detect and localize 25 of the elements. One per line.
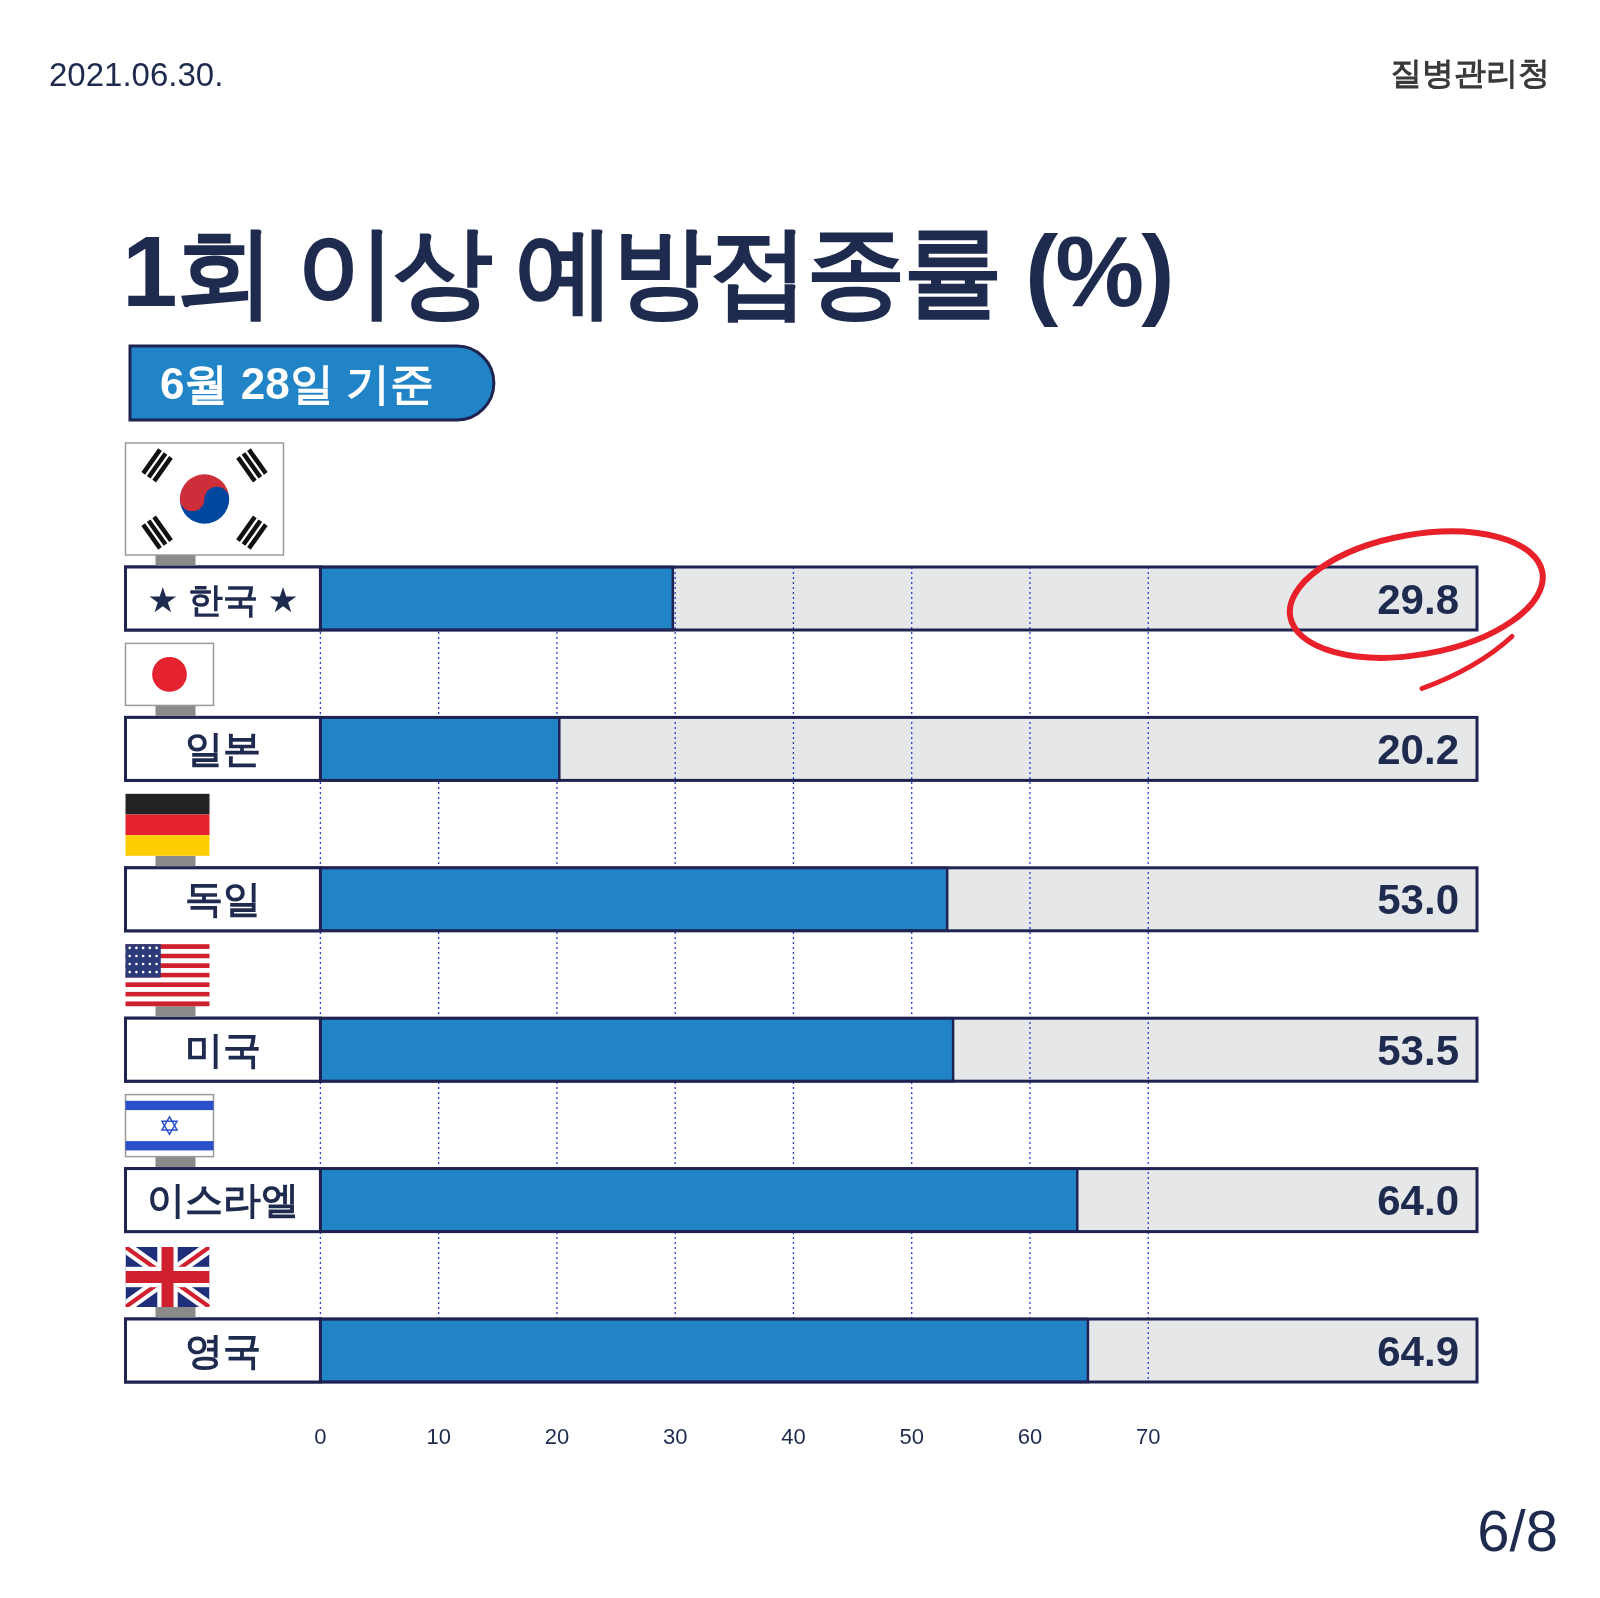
category-label: 미국: [184, 1028, 261, 1071]
value-label: 29.8: [1377, 575, 1459, 623]
subtitle: 6월 28일 기준: [160, 359, 434, 408]
x-tick: 60: [1017, 1424, 1043, 1449]
value-label: 64.0: [1377, 1177, 1459, 1225]
category-label: 독일: [184, 878, 261, 921]
category-label: 일본: [184, 727, 261, 770]
category-label: ★ 한국 ★: [147, 580, 299, 619]
value-label: 20.2: [1377, 725, 1459, 773]
title: 1회 이상 예방접종률 (%): [122, 215, 1172, 327]
x-tick: 70: [1136, 1424, 1161, 1449]
category-label: 영국: [184, 1329, 261, 1372]
x-tick: 10: [426, 1424, 451, 1449]
x-tick: 20: [544, 1424, 570, 1449]
x-tick: 50: [899, 1424, 924, 1449]
value-label: 53.5: [1377, 1026, 1459, 1074]
x-tick: 0: [314, 1424, 327, 1449]
value-label: 64.9: [1377, 1327, 1459, 1375]
annotation: 질병관리청: [1390, 55, 1550, 91]
annotation: 6/8: [1477, 1498, 1558, 1563]
annotation: 2021.06.30.: [49, 56, 224, 93]
value-label: 53.0: [1377, 876, 1459, 924]
x-tick: 40: [781, 1424, 806, 1449]
x-tick: 30: [662, 1424, 688, 1449]
category-label: 이스라엘: [146, 1179, 299, 1222]
